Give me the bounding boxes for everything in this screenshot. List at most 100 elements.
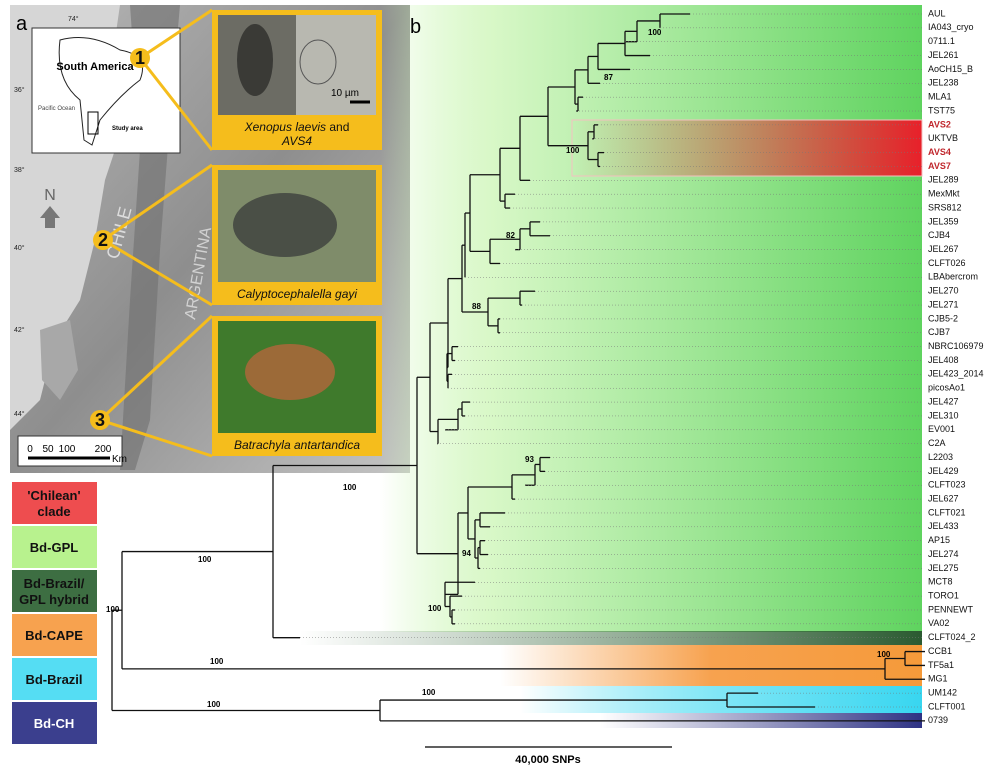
north: N bbox=[44, 187, 56, 204]
north-arrow bbox=[40, 206, 60, 228]
continent bbox=[58, 37, 143, 146]
tip-label: AUL bbox=[928, 8, 946, 18]
site-number: 3 bbox=[95, 410, 105, 430]
support-value: 88 bbox=[472, 302, 481, 311]
site-marker bbox=[93, 230, 113, 250]
tip-label: AoCH15_B bbox=[928, 64, 973, 74]
legend-label: Bd-CAPE bbox=[25, 628, 83, 643]
tip-label: UM142 bbox=[928, 688, 957, 698]
site-number: 2 bbox=[98, 230, 108, 250]
tip-label: JEL408 bbox=[928, 355, 959, 365]
tip-label: CLFT024_2 bbox=[928, 632, 976, 642]
support-value: 94 bbox=[462, 549, 471, 558]
latitude: 40° bbox=[14, 244, 25, 252]
tip-label: EV001 bbox=[928, 424, 955, 434]
tip-label: CLFT021 bbox=[928, 507, 966, 517]
tip-label: JEL274 bbox=[928, 549, 959, 559]
map-scale-label: 0 bbox=[27, 444, 33, 455]
clade-bands bbox=[300, 5, 923, 728]
cell bbox=[299, 39, 337, 85]
legend-label: Bd-Brazil/ bbox=[24, 576, 85, 591]
band-gpl bbox=[380, 5, 922, 632]
inset-area: Study area bbox=[112, 126, 143, 132]
tip-label: JEL423_2014 bbox=[928, 369, 984, 379]
tip-label: IA043_cryo bbox=[928, 22, 974, 32]
panel-label: a bbox=[16, 13, 28, 35]
tip-label: CJB7 bbox=[928, 327, 950, 337]
tip-label: JEL267 bbox=[928, 244, 959, 254]
tip-label: JEL238 bbox=[928, 78, 959, 88]
band-hybrid bbox=[300, 631, 922, 645]
tip-label: JEL261 bbox=[928, 50, 959, 60]
support-value: 100 bbox=[210, 657, 224, 666]
island bbox=[40, 320, 78, 400]
support-value: 100 bbox=[198, 555, 212, 564]
tip-label: JEL433 bbox=[928, 521, 959, 531]
inset-title-text: South America bbox=[56, 61, 134, 73]
support-value: 100 bbox=[877, 650, 891, 659]
tip-label: CJB5-2 bbox=[928, 313, 958, 323]
band-chilean bbox=[572, 120, 922, 176]
caption: AVS4 bbox=[281, 134, 312, 148]
tip-label: CCB1 bbox=[928, 646, 952, 656]
tip-label: C2A bbox=[928, 438, 946, 448]
tip-label: NBRC106979 bbox=[928, 341, 984, 351]
tip-label: CLFT001 bbox=[928, 701, 966, 711]
support-value: 82 bbox=[506, 231, 515, 240]
support-value: 100 bbox=[207, 700, 221, 709]
longitude: 74° bbox=[68, 15, 79, 23]
study-box bbox=[87, 111, 99, 135]
tip-label: MLA1 bbox=[928, 92, 952, 102]
site-marker bbox=[90, 410, 110, 430]
support-value: 93 bbox=[525, 455, 534, 464]
legend: 'Chilean'clade Bd-GPL Bd-Brazil/GPL hybrid… bbox=[12, 482, 97, 744]
legend-label: Bd-GPL bbox=[30, 540, 78, 555]
site-number: 1 bbox=[135, 48, 145, 68]
tip-label: JEL270 bbox=[928, 286, 959, 296]
support-value: 100 bbox=[106, 605, 120, 614]
caption: Calyptocephalella gayi bbox=[237, 287, 357, 301]
map-scale-label: 200 bbox=[95, 444, 112, 455]
support-value: 100 bbox=[648, 28, 662, 37]
tip-label: JEL427 bbox=[928, 396, 959, 406]
legend-swatch bbox=[12, 702, 97, 744]
legend-label: clade bbox=[37, 504, 70, 519]
caption-plain: and bbox=[329, 120, 349, 134]
micro-scale-label: 10 µm bbox=[331, 88, 359, 99]
tip-label: CJB4 bbox=[928, 230, 950, 240]
legend-swatch bbox=[12, 614, 97, 656]
tip-label: JEL289 bbox=[928, 175, 959, 185]
legend-swatch bbox=[12, 658, 97, 700]
tip-label: PENNEWT bbox=[928, 604, 974, 614]
scale-bar-label: 40,000 SNPs bbox=[515, 754, 580, 766]
tip-label: JEL627 bbox=[928, 493, 959, 503]
tip-label: TORO1 bbox=[928, 590, 959, 600]
tip-label: MexMkt bbox=[928, 189, 960, 199]
legend-label: Bd-CH bbox=[34, 716, 74, 731]
latitude: 36° bbox=[14, 86, 25, 94]
legend-label: 'Chilean' bbox=[27, 488, 80, 503]
support-value: 100 bbox=[566, 146, 580, 155]
legend-swatch bbox=[12, 482, 97, 524]
support-value: 87 bbox=[604, 73, 613, 82]
tip-label: AVS7 bbox=[928, 161, 951, 171]
legend-label: GPL hybrid bbox=[19, 592, 89, 607]
tip-label: SRS812 bbox=[928, 202, 962, 212]
support-value: 100 bbox=[428, 604, 442, 613]
tip-label: picosAo1 bbox=[928, 383, 965, 393]
tip-label: JEL275 bbox=[928, 563, 959, 573]
site-marker bbox=[130, 48, 150, 68]
tip-label: AVS2 bbox=[928, 119, 951, 129]
tip-label: AP15 bbox=[928, 535, 950, 545]
caption: Xenopus laevis and bbox=[244, 120, 350, 134]
connectors bbox=[98, 8, 214, 458]
tip-label: VA02 bbox=[928, 618, 949, 628]
tip-label: JEL271 bbox=[928, 299, 959, 309]
tip-label: 0739 bbox=[928, 715, 948, 725]
map-scale-label: 50 bbox=[42, 444, 54, 455]
latitude: 44° bbox=[14, 410, 25, 418]
frog bbox=[245, 344, 335, 400]
frog bbox=[237, 24, 273, 96]
band-chilean-border bbox=[571, 119, 923, 177]
